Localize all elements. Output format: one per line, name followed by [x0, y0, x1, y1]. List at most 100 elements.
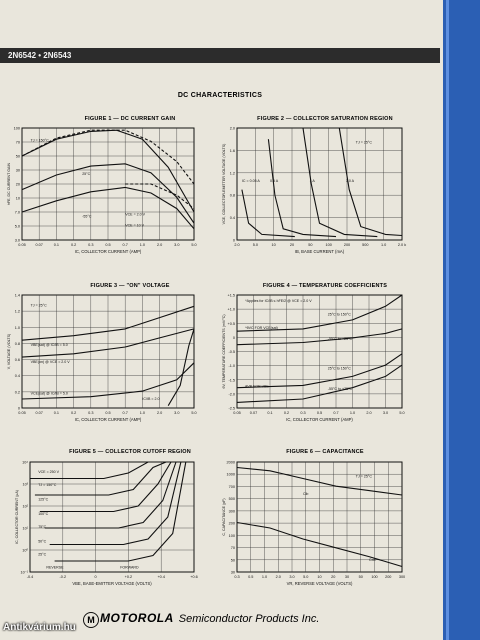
figure-6-xtick: 3.0: [289, 575, 294, 579]
figure-3-ytick: 0.2: [15, 390, 20, 394]
figure-4-xtick: 0.7: [333, 411, 338, 415]
figure-6-xtick: 10: [317, 575, 321, 579]
figure-3-ytick: 0.4: [15, 374, 20, 378]
figure-2-series-label: 1 A: [310, 179, 316, 183]
fig5-curve-1: [34, 461, 167, 496]
figure-1-ytick: 100: [14, 127, 20, 131]
figure-1-ytick: 7.0: [15, 211, 20, 215]
figure-5-series-label: REVERSE: [46, 566, 64, 570]
figure-5-ylabel: IC, COLLECTOR CURRENT (μA): [15, 490, 19, 544]
motorola-logo-icon: M: [83, 612, 99, 628]
figure-2-frame: [236, 127, 403, 241]
figure-4-ytick: -1.5: [228, 378, 235, 382]
figure-2-xtick: 1.0: [381, 243, 386, 247]
figure-1-ytick: 20: [16, 183, 20, 187]
figure-3-xtick: 0.5: [105, 411, 110, 415]
figure-1-title: FIGURE 1 — DC CURRENT GAIN: [84, 116, 176, 122]
figure-4-series-label: *θVC FOR VCE(sat): [245, 326, 278, 330]
figure-3-xlabel: IC, COLLECTOR CURRENT (AMP): [75, 417, 142, 422]
figure-5-ytick: 10⁻¹: [21, 571, 29, 575]
figure-6-xtick: 1.0: [262, 575, 267, 579]
figure-4-xtick: 5.0: [399, 411, 404, 415]
page-edge: [443, 0, 480, 640]
figure-3-xtick: 0.05: [18, 411, 25, 415]
figure-5-frame: [29, 461, 195, 573]
figure-4-ytick: -2.5: [228, 407, 235, 411]
footer-division: Semiconductor Products Inc.: [178, 613, 320, 625]
figure-4-series-label: -55°C to +25°C: [328, 387, 353, 391]
figure-2-xtick: 200: [344, 243, 350, 247]
footer: MOTOROLA Semiconductor Products Inc.: [100, 611, 319, 625]
figure-1-series-label: -55°C: [82, 215, 92, 219]
fig6-curve-cib: [236, 466, 403, 496]
figure-3-ytick: 1.4: [15, 294, 20, 298]
figure-6-ytick: 30: [231, 571, 235, 575]
figure-3-xtick: 0.07: [36, 411, 43, 415]
figure-3-xtick: 1.0: [140, 411, 145, 415]
figure-2-ytick: 1.6: [230, 149, 235, 153]
figure-2-xtick: 20: [290, 243, 294, 247]
figure-4-xtick: 3.0: [383, 411, 388, 415]
figure-1-series-label: VCE = 2.0 V: [125, 212, 145, 216]
figure-4-xtick: 1.0: [350, 411, 355, 415]
figure-3-series-label: VBE(sat) @ IC/IB = 5.0: [31, 343, 68, 347]
figure-1-ytick: 10: [16, 197, 20, 201]
figure-4-series-label: 25°C to 150°C: [328, 367, 351, 371]
figure-3-xtick: 0.1: [54, 411, 59, 415]
figure-6-xlabel: VR, REVERSE VOLTAGE (VOLTS): [287, 581, 353, 586]
figure-6-ytick: 50: [231, 558, 235, 562]
figure-6-ytick: 300: [229, 509, 235, 513]
figure-6-ytick: 200: [229, 522, 235, 526]
figure-6-xtick: 50: [359, 575, 363, 579]
figure-3-series-label: IC/IB = 2.0: [142, 397, 159, 401]
figure-3-series-label: TJ = 25°C: [31, 303, 48, 307]
fig5-curve-2: [39, 461, 172, 513]
figure-4-xlabel: IC, COLLECTOR CURRENT (AMP): [286, 417, 353, 422]
figure-6-ytick: 70: [231, 546, 235, 550]
figure-5-ytick: 10²: [23, 505, 29, 509]
figure-3-series-label: VBE(on) @ VCE = 2.0 V: [31, 360, 71, 364]
figure-3-xtick: 0.3: [88, 411, 93, 415]
figure-2-ytick: 0.4: [230, 216, 235, 220]
figure-5-xtick: +0.4: [157, 575, 165, 579]
fig2-curve-3: [338, 127, 403, 237]
fig3-curve-ratio2: [167, 328, 195, 406]
figure-5-ytick: 10⁰: [22, 549, 28, 553]
figure-4-ytick: -1.0: [228, 364, 235, 368]
figure-5-xtick: -0.4: [27, 575, 34, 579]
figure-3-ytick: 0.6: [15, 358, 20, 362]
figure-4-series-label: θVB FOR VBE: [245, 385, 269, 389]
figure-4-ytick: 0: [233, 336, 235, 340]
figure-2-series-label: TJ = 25°C: [356, 141, 373, 145]
figure-3-xtick: 0.7: [123, 411, 128, 415]
figure-1-xtick: 0.05: [18, 243, 25, 247]
figure-1-ytick: 30: [16, 169, 20, 173]
figure-1-series-label: VCE = 10 V: [125, 224, 144, 228]
figure-4-series-label: *Applies for IC/IB ≤ hFE/2 @ VCE = 2.0 V: [245, 299, 312, 303]
figure-6-series-label: Cib: [303, 492, 308, 496]
figure-2-xtick: 50: [308, 243, 312, 247]
figure-1-xtick: 2.0: [157, 243, 162, 247]
figure-3-series-label: VCE(sat) @ IC/IB = 5.0: [31, 391, 68, 395]
figure-1-xtick: 5.0: [191, 243, 196, 247]
fig4-curve-vc-hot: [236, 294, 403, 332]
figure-4-ytick: +1.0: [228, 308, 236, 312]
fig4-curve-vc-cold: [236, 328, 403, 346]
figure-6-series-label: Cob: [369, 558, 376, 562]
figure-1-xlabel: IC, COLLECTOR CURRENT (AMP): [75, 249, 142, 254]
figure-3-ylabel: V, VOLTAGE (VOLTS): [7, 334, 11, 369]
part-number-header: 2N6542 • 2N6543: [0, 48, 440, 63]
figure-5-series-label: 75°C: [38, 525, 46, 529]
figure-6-series-label: TJ = 25°C: [356, 474, 373, 478]
figure-3-title: FIGURE 3 — "ON" VOLTAGE: [90, 283, 170, 289]
figure-5-xtick: +0.6: [190, 575, 198, 579]
figure-2-title: FIGURE 2 — COLLECTOR SATURATION REGION: [257, 116, 393, 122]
figure-2-xtick: 100: [325, 243, 331, 247]
figure-1-ytick: 50: [16, 155, 20, 159]
figure-5-series-label: FORWARD: [120, 566, 139, 570]
figure-1-xtick: 0.5: [105, 243, 110, 247]
figure-2-xlabel: IB, BASE CURRENT (mA): [295, 249, 345, 254]
figure-6-ytick: 1000: [227, 473, 235, 477]
figure-6-xtick: 0.5: [248, 575, 253, 579]
